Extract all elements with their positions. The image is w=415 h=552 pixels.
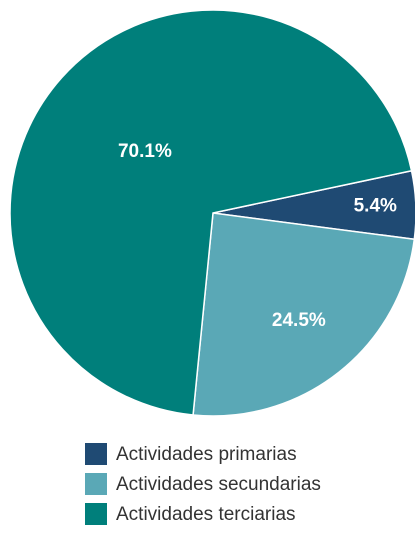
legend-label: Actividades secundarias xyxy=(116,474,321,495)
legend-swatch xyxy=(85,473,107,495)
legend-label: Actividades terciarias xyxy=(116,504,296,525)
legend-label: Actividades primarias xyxy=(116,444,297,465)
slice-label: 24.5% xyxy=(272,310,326,331)
pie-slice xyxy=(9,9,413,416)
slice-label: 5.4% xyxy=(354,196,397,217)
slice-label: 70.1% xyxy=(118,141,172,162)
pie-slice xyxy=(192,212,415,417)
legend-swatch xyxy=(85,443,107,465)
legend-swatch xyxy=(85,503,107,525)
